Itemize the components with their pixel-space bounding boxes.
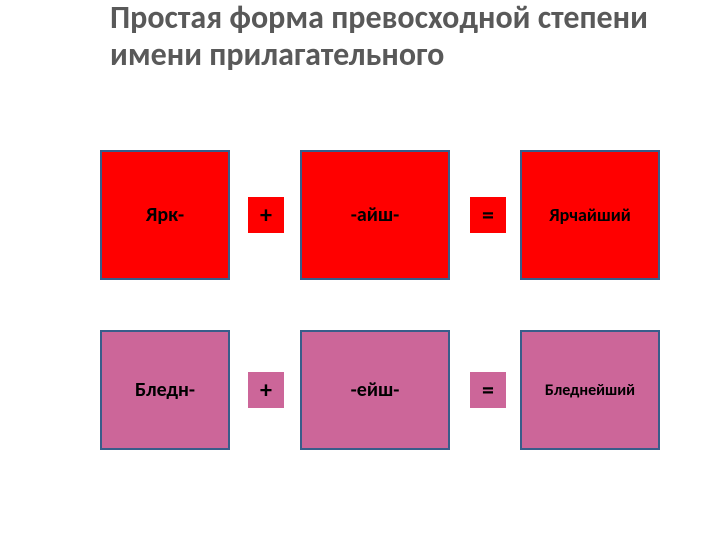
row2-cell-root: Бледн- [100, 330, 230, 450]
row1-cell-suffix: -айш- [300, 150, 450, 280]
row1-cell-root: Ярк- [100, 150, 230, 280]
row1-cell-result: Ярчайший [520, 150, 660, 280]
slide: Простая форма превосходной степени имени… [0, 0, 720, 540]
row1-equals-op: = [470, 197, 506, 233]
row2-plus-op: + [248, 372, 284, 408]
row2-cell-result: Бледнейший [520, 330, 660, 450]
row2-cell-suffix: -ейш- [300, 330, 450, 450]
row2-equals-op: = [470, 372, 506, 408]
slide-title: Простая форма превосходной степени имени… [110, 0, 670, 74]
row1-plus-op: + [248, 197, 284, 233]
